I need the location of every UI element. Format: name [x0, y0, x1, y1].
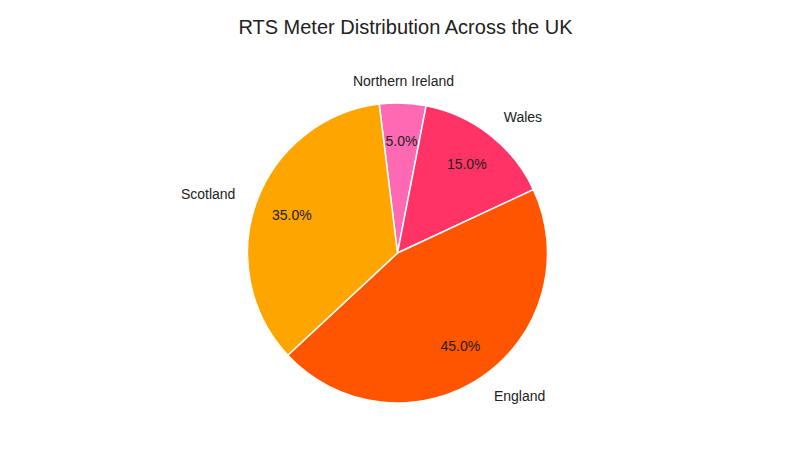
- svg-text:England: England: [494, 388, 545, 404]
- svg-text:Northern Ireland: Northern Ireland: [353, 73, 454, 89]
- svg-text:Scotland: Scotland: [181, 186, 235, 202]
- svg-text:45.0%: 45.0%: [441, 338, 481, 354]
- html-text:RTS Meter Distribution Across: RTS Meter Distribution Across the UK: [238, 16, 573, 38]
- svg-text:35.0%: 35.0%: [272, 207, 312, 223]
- svg-text:15.0%: 15.0%: [447, 156, 487, 172]
- svg-text:5.0%: 5.0%: [385, 133, 417, 149]
- svg-text:Wales: Wales: [504, 109, 542, 125]
